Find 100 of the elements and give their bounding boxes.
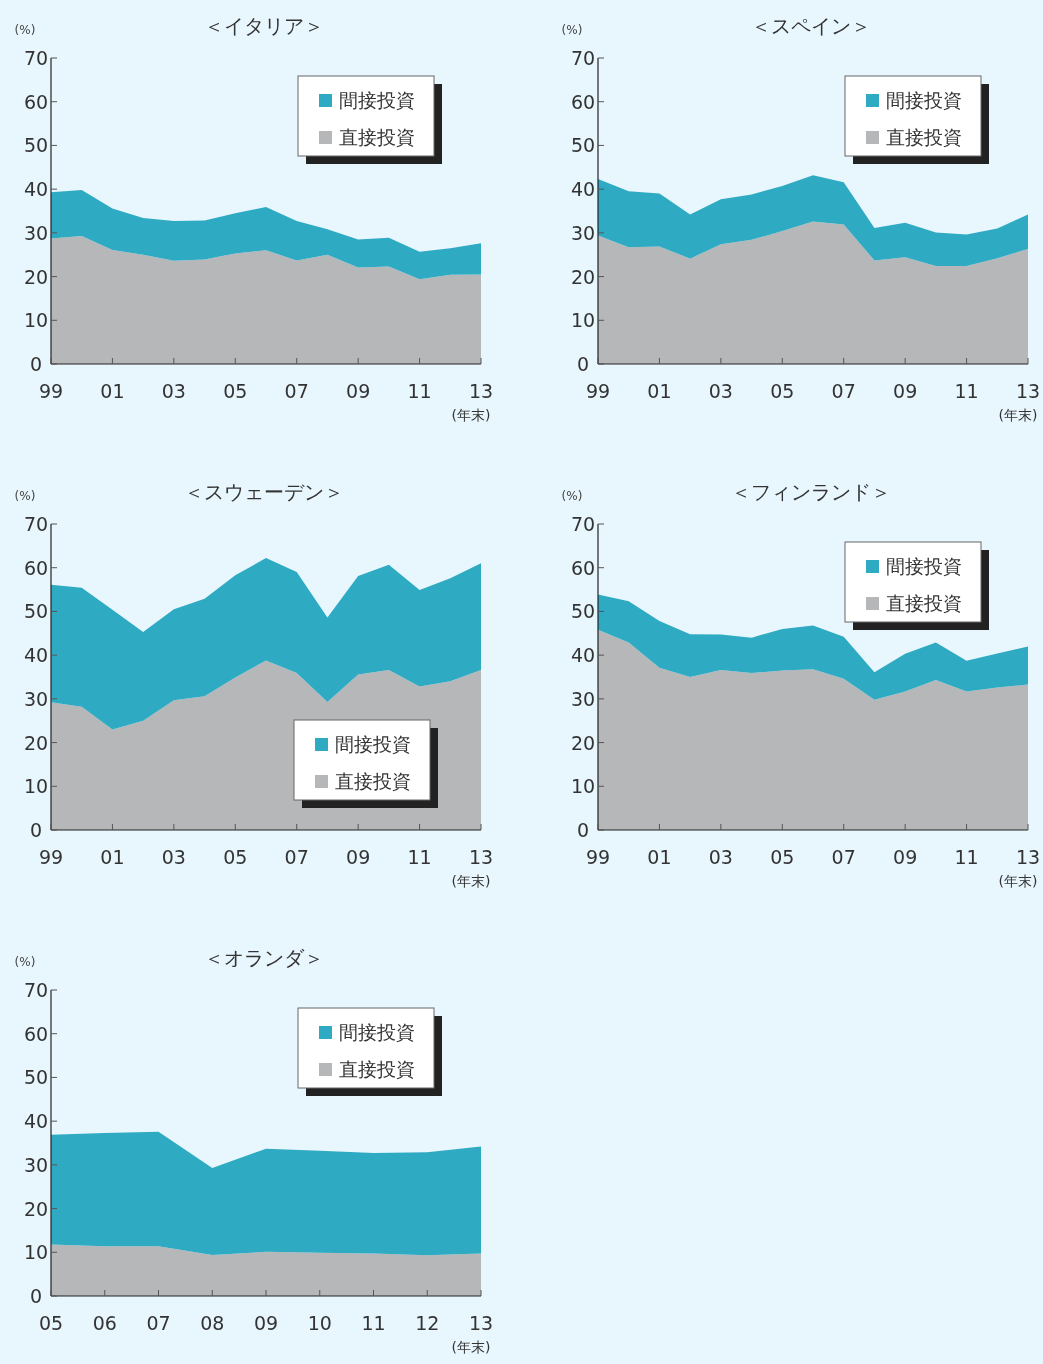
x-tick-label: 01: [647, 846, 672, 868]
y-axis-title: (%): [14, 489, 36, 503]
y-tick-label: 10: [23, 775, 49, 798]
x-tick-label: 09: [893, 380, 918, 402]
x-tick-label: 05: [223, 380, 248, 402]
y-tick-label: 30: [23, 1153, 49, 1176]
legend-label: 直接投資: [335, 770, 411, 792]
y-tick-label: 20: [570, 265, 596, 288]
x-tick-label: 03: [161, 380, 186, 402]
x-tick-label: 11: [407, 846, 432, 868]
x-tick-label: 07: [831, 846, 856, 868]
x-tick-label: 03: [708, 380, 733, 402]
y-tick-label: 40: [570, 178, 596, 201]
x-tick-label: 99: [585, 380, 611, 402]
y-tick-label: 60: [23, 1022, 49, 1045]
x-axis-title: (年末): [998, 407, 1038, 423]
x-tick-label: 01: [647, 380, 672, 402]
y-tick-label: 50: [570, 134, 596, 157]
x-tick-label: 09: [346, 380, 371, 402]
x-tick-label: 11: [954, 380, 979, 402]
legend-label: 間接投資: [339, 1021, 415, 1043]
x-tick-label: 13: [468, 380, 494, 402]
y-axis-title: (%): [14, 955, 36, 969]
y-tick-label: 20: [23, 1197, 49, 1220]
x-tick-label: 05: [38, 1312, 64, 1334]
x-tick-label: 99: [38, 846, 64, 868]
y-tick-label: 60: [570, 556, 596, 579]
x-tick-label: 07: [146, 1312, 171, 1334]
y-tick-label: 60: [570, 90, 596, 113]
y-tick-label: 70: [23, 47, 49, 69]
y-tick-label: 10: [570, 775, 596, 798]
y-tick-label: 0: [576, 819, 590, 841]
legend-label: 直接投資: [886, 126, 962, 148]
y-tick-label: 30: [23, 221, 49, 244]
y-axis-title: (%): [14, 23, 36, 37]
x-tick-label: 11: [361, 1312, 386, 1334]
y-tick-label: 0: [29, 353, 43, 375]
x-tick-label: 09: [253, 1312, 279, 1334]
chart-title: ＜スウェーデン＞: [184, 480, 344, 504]
x-tick-label: 09: [893, 846, 918, 868]
y-tick-label: 70: [570, 47, 596, 69]
x-tick-label: 08: [200, 1312, 225, 1334]
y-tick-label: 50: [23, 134, 49, 157]
x-tick-label: 06: [92, 1312, 117, 1334]
y-tick-label: 10: [23, 309, 49, 332]
chart-title: ＜スペイン＞: [751, 14, 871, 38]
y-tick-label: 10: [570, 309, 596, 332]
x-axis-title: (年末): [998, 873, 1038, 889]
x-tick-label: 13: [1015, 380, 1041, 402]
x-tick-label: 13: [468, 1312, 494, 1334]
x-tick-label: 03: [161, 846, 186, 868]
y-axis-title: (%): [561, 489, 583, 503]
y-tick-label: 60: [23, 90, 49, 113]
x-tick-label: 05: [223, 846, 248, 868]
y-tick-label: 70: [570, 513, 596, 535]
x-tick-label: 01: [100, 846, 125, 868]
y-tick-label: 70: [23, 979, 49, 1001]
x-tick-label: 11: [407, 380, 432, 402]
y-tick-label: 50: [570, 600, 596, 623]
x-tick-label: 12: [415, 1312, 440, 1334]
legend-label: 直接投資: [339, 126, 415, 148]
y-tick-label: 40: [570, 644, 596, 667]
x-tick-label: 07: [284, 846, 309, 868]
y-tick-label: 30: [23, 687, 49, 710]
y-tick-label: 0: [29, 1285, 43, 1307]
x-tick-label: 13: [468, 846, 494, 868]
x-tick-label: 05: [770, 380, 795, 402]
x-tick-label: 13: [1015, 846, 1041, 868]
y-tick-label: 50: [23, 1066, 49, 1089]
y-tick-label: 70: [23, 513, 49, 535]
y-axis-title: (%): [561, 23, 583, 37]
chart-title: ＜イタリア＞: [204, 14, 324, 38]
y-tick-label: 40: [23, 178, 49, 201]
x-tick-label: 03: [708, 846, 733, 868]
x-tick-label: 07: [831, 380, 856, 402]
y-tick-label: 30: [570, 687, 596, 710]
chart-title: ＜フィンランド＞: [731, 480, 891, 504]
legend-label: 間接投資: [339, 89, 415, 111]
y-tick-label: 20: [570, 731, 596, 754]
y-tick-label: 0: [29, 819, 43, 841]
chart-title: ＜オランダ＞: [204, 946, 324, 970]
x-tick-label: 11: [954, 846, 979, 868]
x-axis-title: (年末): [451, 1339, 491, 1355]
x-tick-label: 09: [346, 846, 371, 868]
x-tick-label: 07: [284, 380, 309, 402]
legend-label: 間接投資: [886, 555, 962, 577]
legend-label: 間接投資: [335, 733, 411, 755]
x-tick-label: 05: [770, 846, 795, 868]
x-tick-label: 99: [585, 846, 611, 868]
y-tick-label: 0: [576, 353, 590, 375]
y-tick-label: 40: [23, 1110, 49, 1133]
y-tick-label: 10: [23, 1241, 49, 1264]
y-tick-label: 20: [23, 731, 49, 754]
x-tick-label: 01: [100, 380, 125, 402]
legend-label: 直接投資: [886, 592, 962, 614]
y-tick-label: 30: [570, 221, 596, 244]
y-tick-label: 50: [23, 600, 49, 623]
x-tick-label: 99: [38, 380, 64, 402]
x-tick-label: 10: [307, 1312, 332, 1334]
x-axis-title: (年末): [451, 873, 491, 889]
